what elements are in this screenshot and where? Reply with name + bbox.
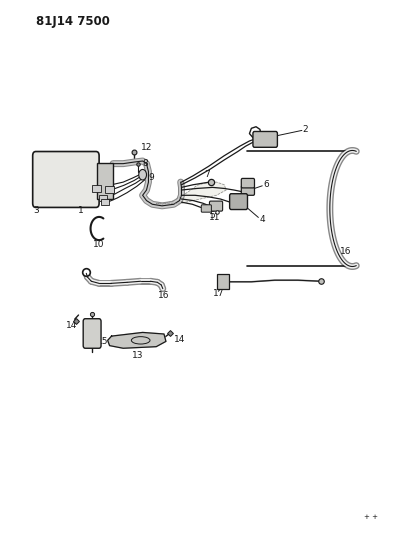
FancyBboxPatch shape: [230, 193, 247, 209]
Text: 16: 16: [340, 247, 351, 256]
Text: 8: 8: [143, 159, 149, 167]
Text: 13: 13: [132, 351, 144, 360]
FancyBboxPatch shape: [33, 151, 99, 207]
Text: 14: 14: [66, 321, 78, 330]
FancyBboxPatch shape: [253, 132, 277, 147]
Circle shape: [139, 169, 147, 180]
FancyBboxPatch shape: [241, 186, 255, 195]
Text: 16: 16: [158, 291, 170, 300]
Text: 7: 7: [204, 169, 210, 179]
FancyBboxPatch shape: [210, 201, 223, 211]
Text: 5: 5: [210, 212, 216, 220]
Text: 81J14 7500: 81J14 7500: [36, 15, 110, 28]
FancyBboxPatch shape: [201, 205, 211, 212]
Bar: [105, 187, 114, 192]
Text: 6: 6: [263, 180, 269, 189]
FancyBboxPatch shape: [217, 274, 229, 289]
Polygon shape: [156, 182, 226, 204]
Bar: [100, 199, 109, 205]
Bar: [92, 185, 100, 191]
Text: 12: 12: [141, 143, 152, 152]
Text: 17: 17: [213, 289, 224, 298]
Text: + +: + +: [364, 514, 377, 520]
Text: 15: 15: [97, 337, 108, 346]
Text: 2: 2: [302, 125, 307, 134]
FancyBboxPatch shape: [83, 319, 101, 348]
Text: 9: 9: [149, 173, 154, 182]
Text: 3: 3: [33, 206, 39, 215]
FancyBboxPatch shape: [97, 163, 113, 199]
Text: 14: 14: [174, 335, 185, 344]
Bar: [99, 195, 107, 201]
Polygon shape: [108, 333, 166, 348]
Text: 10: 10: [93, 240, 105, 249]
Text: 1: 1: [78, 206, 84, 215]
FancyBboxPatch shape: [241, 179, 255, 188]
Text: 4: 4: [259, 214, 265, 223]
Text: 11: 11: [209, 214, 220, 222]
